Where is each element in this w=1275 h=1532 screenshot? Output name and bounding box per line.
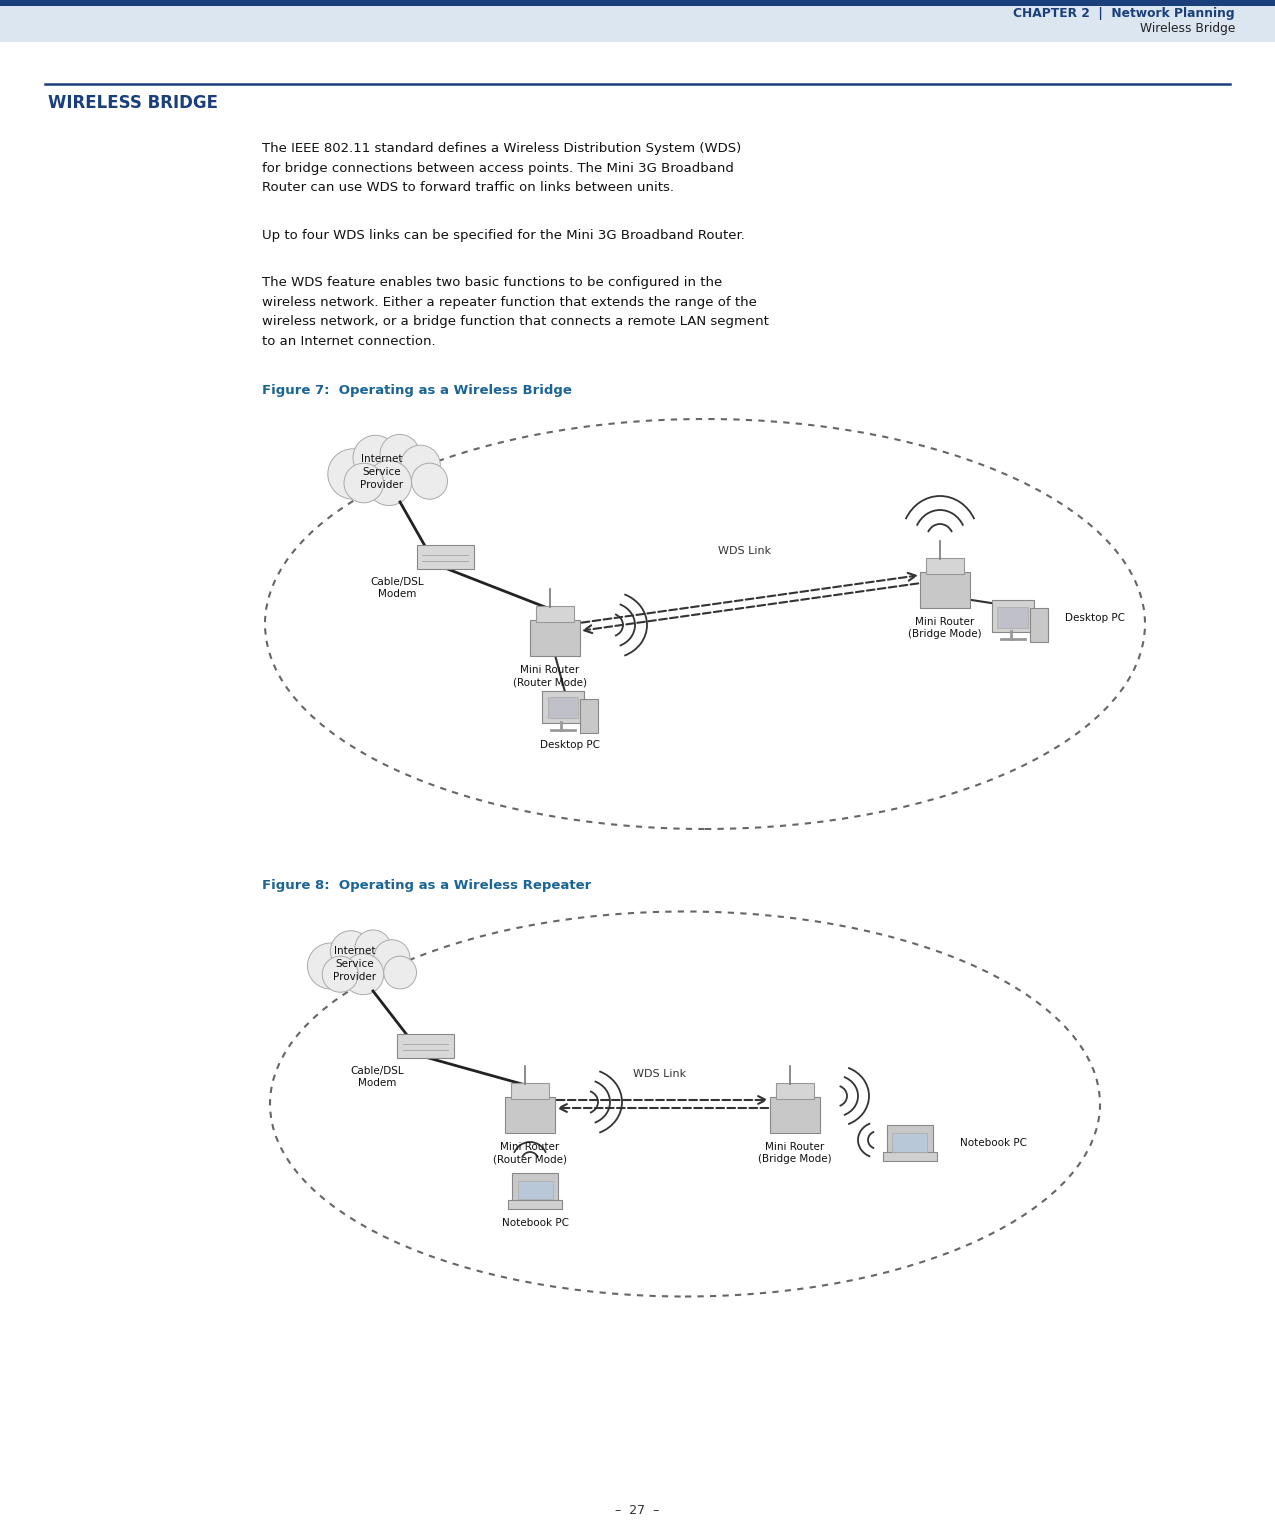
FancyBboxPatch shape <box>887 1124 933 1155</box>
FancyBboxPatch shape <box>511 1083 550 1098</box>
Text: Mini Router
(Router Mode): Mini Router (Router Mode) <box>513 665 586 688</box>
FancyBboxPatch shape <box>513 1174 558 1203</box>
FancyBboxPatch shape <box>770 1097 820 1134</box>
Text: Notebook PC: Notebook PC <box>960 1138 1026 1147</box>
FancyBboxPatch shape <box>505 1097 555 1134</box>
Text: Internet
Service
Provider: Internet Service Provider <box>361 453 404 490</box>
Text: Cable/DSL
Modem: Cable/DSL Modem <box>351 1066 404 1088</box>
Circle shape <box>344 463 384 502</box>
FancyBboxPatch shape <box>397 1034 454 1059</box>
Text: Mini Router
(Bridge Mode): Mini Router (Bridge Mode) <box>759 1141 831 1164</box>
Text: CHAPTER 2  |  Network Planning: CHAPTER 2 | Network Planning <box>1014 8 1235 20</box>
Circle shape <box>354 930 391 967</box>
FancyBboxPatch shape <box>530 620 580 656</box>
Text: to an Internet connection.: to an Internet connection. <box>261 334 436 348</box>
FancyBboxPatch shape <box>776 1083 813 1098</box>
Circle shape <box>323 956 358 993</box>
FancyBboxPatch shape <box>997 607 1029 628</box>
FancyBboxPatch shape <box>518 1181 552 1200</box>
Text: Desktop PC: Desktop PC <box>1065 613 1125 624</box>
Text: WDS Link: WDS Link <box>634 1069 686 1079</box>
FancyBboxPatch shape <box>926 558 964 574</box>
Text: Mini Router
(Bridge Mode): Mini Router (Bridge Mode) <box>908 617 982 639</box>
Text: Wireless Bridge: Wireless Bridge <box>1140 21 1235 35</box>
Circle shape <box>400 446 440 484</box>
FancyBboxPatch shape <box>580 699 598 732</box>
Text: Desktop PC: Desktop PC <box>541 740 601 751</box>
Text: for bridge connections between access points. The Mini 3G Broadband: for bridge connections between access po… <box>261 161 734 175</box>
FancyBboxPatch shape <box>507 1200 562 1209</box>
FancyBboxPatch shape <box>417 545 473 568</box>
Text: The WDS feature enables two basic functions to be configured in the: The WDS feature enables two basic functi… <box>261 276 722 290</box>
Text: WDS Link: WDS Link <box>718 545 771 556</box>
Text: Mini Router
(Router Mode): Mini Router (Router Mode) <box>493 1141 567 1164</box>
FancyBboxPatch shape <box>536 607 574 622</box>
Text: Figure 7:  Operating as a Wireless Bridge: Figure 7: Operating as a Wireless Bridge <box>261 385 572 397</box>
Text: wireless network, or a bridge function that connects a remote LAN segment: wireless network, or a bridge function t… <box>261 316 769 328</box>
FancyBboxPatch shape <box>542 691 584 723</box>
Circle shape <box>343 954 384 994</box>
Circle shape <box>353 435 398 481</box>
Bar <box>0 0 1275 6</box>
FancyBboxPatch shape <box>1030 608 1048 642</box>
Text: The IEEE 802.11 standard defines a Wireless Distribution System (WDS): The IEEE 802.11 standard defines a Wirel… <box>261 142 741 155</box>
Circle shape <box>384 956 417 990</box>
Text: WIRELESS BRIDGE: WIRELESS BRIDGE <box>48 93 218 112</box>
Circle shape <box>374 939 411 976</box>
Bar <box>0 0 1275 41</box>
Text: Internet
Service
Provider: Internet Service Provider <box>334 947 376 982</box>
Text: Figure 8:  Operating as a Wireless Repeater: Figure 8: Operating as a Wireless Repeat… <box>261 879 592 892</box>
Circle shape <box>366 461 412 506</box>
Text: Cable/DSL
Modem: Cable/DSL Modem <box>370 578 423 599</box>
Circle shape <box>307 944 353 990</box>
FancyBboxPatch shape <box>892 1132 927 1152</box>
Text: Up to four WDS links can be specified for the Mini 3G Broadband Router.: Up to four WDS links can be specified fo… <box>261 228 745 242</box>
Text: wireless network. Either a repeater function that extends the range of the: wireless network. Either a repeater func… <box>261 296 757 308</box>
FancyBboxPatch shape <box>921 571 970 608</box>
Text: Notebook PC: Notebook PC <box>501 1218 569 1229</box>
FancyBboxPatch shape <box>884 1152 937 1161</box>
Text: Router can use WDS to forward traffic on links between units.: Router can use WDS to forward traffic on… <box>261 181 674 195</box>
Circle shape <box>330 931 371 971</box>
Circle shape <box>380 435 419 473</box>
Circle shape <box>328 449 379 499</box>
Circle shape <box>412 463 448 499</box>
FancyBboxPatch shape <box>547 697 579 719</box>
FancyBboxPatch shape <box>992 601 1034 633</box>
Text: –  27  –: – 27 – <box>616 1503 659 1517</box>
